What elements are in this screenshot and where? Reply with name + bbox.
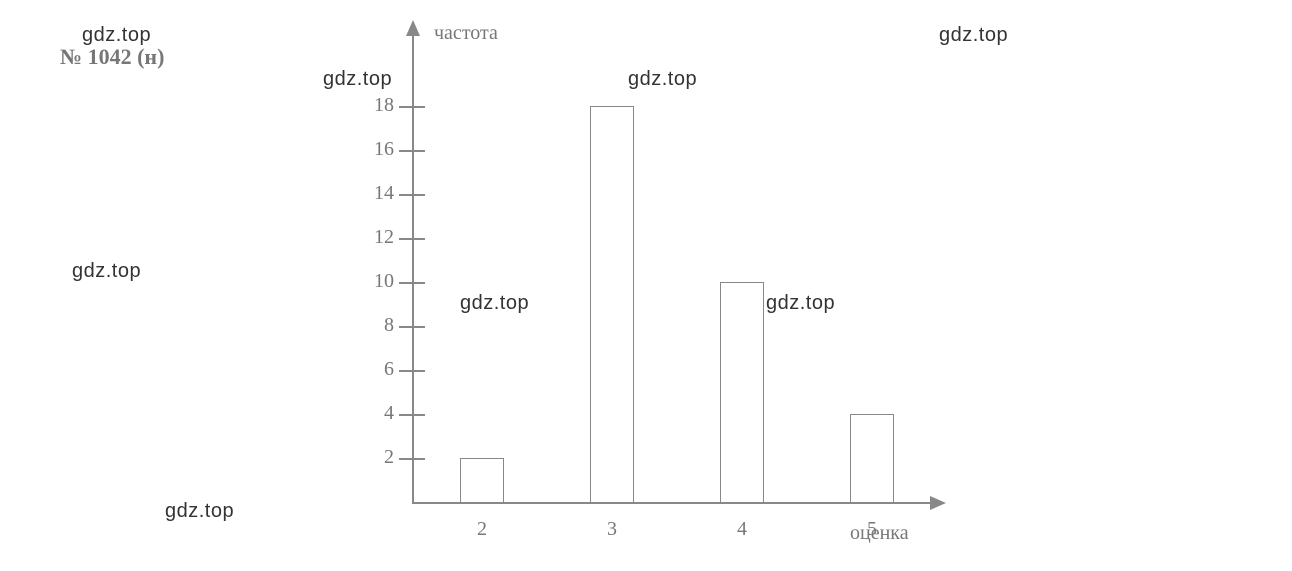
y-tick xyxy=(399,414,425,416)
y-tick xyxy=(399,106,425,108)
watermark: gdz.top xyxy=(460,292,529,315)
watermark: gdz.top xyxy=(323,68,392,91)
y-tick xyxy=(399,458,425,460)
x-axis-label: оценка xyxy=(850,522,909,545)
watermark: gdz.top xyxy=(766,292,835,315)
y-axis-arrow xyxy=(406,20,420,36)
y-tick-label: 18 xyxy=(362,94,394,117)
watermark: gdz.top xyxy=(165,500,234,523)
y-tick-label: 2 xyxy=(362,446,394,469)
y-tick-label: 4 xyxy=(362,402,394,425)
y-tick-label: 14 xyxy=(362,182,394,205)
x-tick-label: 4 xyxy=(727,518,757,541)
y-tick-label: 16 xyxy=(362,138,394,161)
x-tick-label: 3 xyxy=(597,518,627,541)
y-axis xyxy=(412,22,414,502)
watermark: gdz.top xyxy=(628,68,697,91)
y-tick xyxy=(399,282,425,284)
y-tick xyxy=(399,150,425,152)
watermark: gdz.top xyxy=(82,24,151,47)
bar xyxy=(460,458,504,502)
y-tick-label: 8 xyxy=(362,314,394,337)
y-tick-label: 12 xyxy=(362,226,394,249)
bar xyxy=(850,414,894,502)
x-tick-label: 2 xyxy=(467,518,497,541)
y-tick xyxy=(399,326,425,328)
watermark: gdz.top xyxy=(72,260,141,283)
problem-number: № 1042 (н) xyxy=(60,44,164,70)
y-tick-label: 10 xyxy=(362,270,394,293)
y-tick xyxy=(399,370,425,372)
y-axis-label: частота xyxy=(434,22,498,45)
bar xyxy=(590,106,634,502)
y-tick-label: 6 xyxy=(362,358,394,381)
x-axis-arrow xyxy=(930,496,946,510)
y-tick xyxy=(399,238,425,240)
y-tick xyxy=(399,194,425,196)
bar xyxy=(720,282,764,502)
watermark: gdz.top xyxy=(939,24,1008,47)
x-axis xyxy=(412,502,932,504)
